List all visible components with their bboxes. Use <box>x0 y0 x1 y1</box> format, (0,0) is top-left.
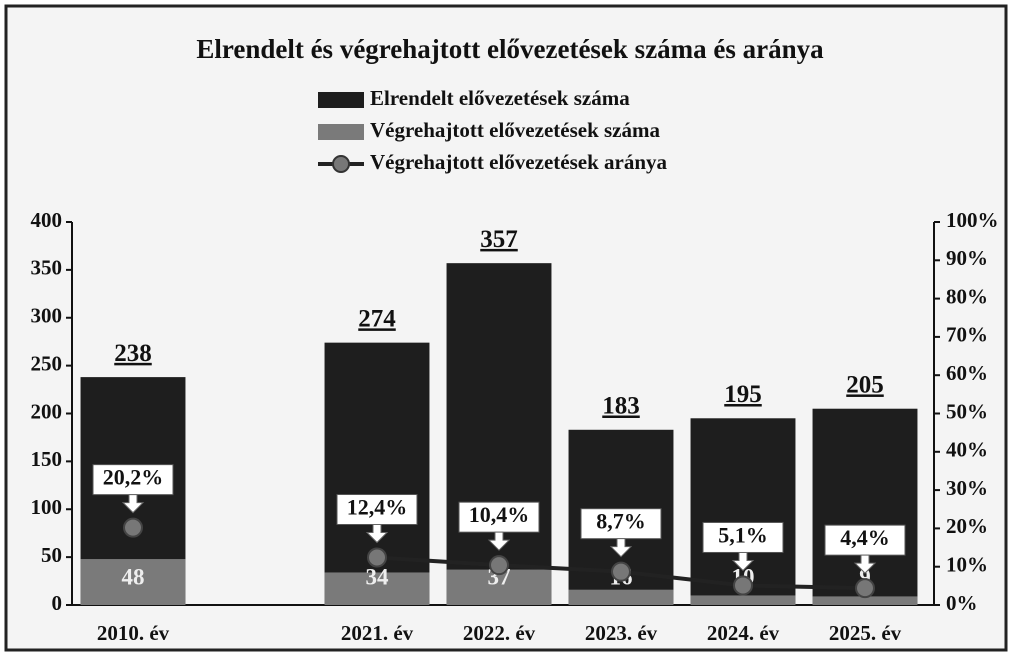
y2-tick-label: 50% <box>946 399 988 423</box>
x-tick-label: 2022. év <box>463 621 536 645</box>
ratio-marker <box>489 555 509 576</box>
x-tick-label: 2025. év <box>829 621 902 645</box>
ratio-value-label: 20,2% <box>103 465 164 490</box>
bar-value-label: 238 <box>114 340 152 367</box>
legend-marker <box>332 155 350 173</box>
bar <box>568 589 674 605</box>
bar-value-label: 195 <box>724 381 762 408</box>
ratio-marker <box>733 575 753 596</box>
ratio-label-box <box>702 521 784 553</box>
ratio-value-label: 8,7% <box>596 509 646 534</box>
y2-tick-label: 90% <box>946 246 988 270</box>
y-tick-label: 0 <box>52 591 63 615</box>
legend-label: Végrehajtott elővezetések aránya <box>370 150 668 174</box>
y2-tick-label: 80% <box>946 284 988 308</box>
ratio-arrow <box>365 524 389 544</box>
ratio-label-box <box>580 508 662 540</box>
ratio-arrow <box>487 531 511 551</box>
ratio-label-box <box>336 494 418 526</box>
bar-value-label: 48 <box>122 564 145 589</box>
y2-tick-label: 60% <box>946 361 988 385</box>
bar-value-label: 34 <box>366 564 390 589</box>
ratio-value-label: 10,4% <box>469 502 530 527</box>
y-tick-label: 100 <box>31 495 63 519</box>
bar <box>690 418 796 605</box>
x-tick-label: 2023. év <box>585 621 658 645</box>
ratio-arrow <box>121 494 145 514</box>
y2-tick-label: 10% <box>946 553 988 577</box>
y2-tick-label: 30% <box>946 476 988 500</box>
x-tick-label: 2024. év <box>707 621 780 645</box>
ratio-label-box <box>92 464 174 496</box>
ratio-value-label: 5,1% <box>718 523 768 548</box>
y2-tick-label: 20% <box>946 514 988 538</box>
legend-label: Végrehajtott elővezetések száma <box>370 118 660 142</box>
bar <box>80 559 186 605</box>
x-tick-label: 2021. év <box>341 621 414 645</box>
y-tick-label: 250 <box>31 351 63 375</box>
ratio-marker <box>855 578 875 599</box>
legend-swatch <box>318 124 364 140</box>
legend-label: Elrendelt elővezetések száma <box>370 86 630 110</box>
x-tick-label: 2010. év <box>97 621 170 645</box>
bar-value-label: 183 <box>602 393 640 420</box>
ratio-arrow <box>853 554 877 574</box>
ratio-label-box <box>824 524 906 556</box>
bar-value-label: 205 <box>846 371 884 398</box>
y-tick-label: 200 <box>31 399 63 423</box>
bar <box>812 596 918 605</box>
y2-tick-label: 0% <box>946 591 978 615</box>
y-tick-label: 300 <box>31 304 63 328</box>
y-tick-label: 400 <box>31 208 63 232</box>
bar-value-label: 357 <box>480 226 518 253</box>
chart-title: Elrendelt és végrehajtott elővezetések s… <box>196 34 824 64</box>
ratio-value-label: 12,4% <box>347 495 408 520</box>
bar-value-label: 9 <box>859 564 871 589</box>
y-tick-label: 50 <box>41 543 62 567</box>
ratio-arrow <box>609 538 633 558</box>
y2-tick-label: 70% <box>946 323 988 347</box>
y2-tick-label: 40% <box>946 438 988 462</box>
bar <box>446 263 552 605</box>
bar <box>690 595 796 605</box>
ratio-value-label: 4,4% <box>840 525 890 550</box>
ratio-marker <box>123 517 143 538</box>
ratio-arrow <box>731 551 755 572</box>
y-tick-label: 150 <box>31 447 63 471</box>
ratio-marker <box>367 547 387 568</box>
bar <box>324 572 430 605</box>
y2-tick-label: 100% <box>946 208 999 232</box>
bar <box>446 569 552 605</box>
legend-swatch <box>318 92 364 108</box>
y-tick-label: 350 <box>31 256 63 280</box>
ratio-marker <box>611 561 631 582</box>
bar-value-label: 274 <box>358 305 396 332</box>
